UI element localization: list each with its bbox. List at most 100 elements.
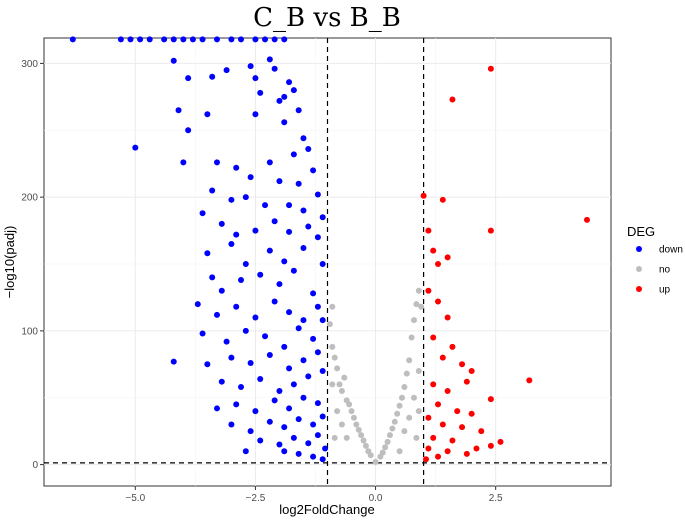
point-no: [382, 444, 389, 451]
point-no: [353, 421, 360, 428]
point-up: [497, 438, 504, 445]
point-no: [331, 354, 338, 361]
point-down: [319, 367, 326, 374]
point-down: [271, 218, 278, 225]
point-no: [350, 414, 357, 421]
point-down: [305, 223, 312, 230]
point-down: [228, 421, 235, 428]
point-up: [430, 247, 437, 254]
point-no: [394, 410, 401, 417]
point-up: [435, 401, 442, 408]
point-no: [401, 428, 408, 435]
point-no: [389, 425, 396, 432]
y-tick-label: 200: [21, 193, 38, 204]
point-up: [449, 437, 456, 444]
point-up: [454, 408, 461, 415]
y-tick-label: 100: [21, 326, 38, 337]
point-no: [384, 438, 391, 445]
point-up: [420, 192, 427, 199]
point-down: [305, 145, 312, 152]
point-down: [266, 247, 273, 254]
point-no: [334, 408, 341, 415]
point-down: [295, 325, 302, 332]
point-down: [117, 36, 124, 43]
point-up: [430, 434, 437, 441]
legend: DEG down no up: [627, 224, 683, 296]
point-no: [410, 394, 417, 401]
point-no: [329, 343, 336, 350]
point-down: [161, 36, 168, 43]
legend-key-down: [636, 246, 642, 252]
point-down: [194, 301, 201, 308]
point-up: [439, 421, 446, 428]
point-down: [281, 258, 288, 265]
point-down: [204, 250, 211, 257]
point-down: [170, 358, 177, 365]
point-down: [271, 65, 278, 72]
point-down: [238, 36, 245, 43]
point-down: [209, 73, 216, 80]
point-up: [444, 388, 451, 395]
point-down: [286, 228, 293, 235]
point-down: [180, 36, 187, 43]
point-up: [526, 377, 533, 384]
point-down: [252, 227, 259, 234]
point-down: [295, 450, 302, 457]
legend-key-no: [636, 266, 642, 272]
point-down: [199, 36, 206, 43]
point-down: [233, 303, 240, 310]
point-down: [290, 434, 297, 441]
point-down: [276, 97, 283, 104]
point-down: [319, 456, 326, 463]
point-down: [185, 127, 192, 134]
point-no: [406, 357, 413, 364]
point-down: [286, 365, 293, 372]
point-down: [266, 159, 273, 166]
point-down: [314, 432, 321, 439]
point-down: [290, 267, 297, 274]
point-up: [583, 216, 590, 223]
point-no: [418, 303, 425, 310]
point-down: [276, 388, 283, 395]
point-down: [252, 36, 259, 43]
point-up: [444, 448, 451, 455]
point-down: [310, 167, 317, 174]
point-down: [252, 75, 259, 82]
point-down: [310, 290, 317, 297]
point-up: [487, 65, 494, 72]
point-down: [204, 361, 211, 368]
point-no: [358, 432, 365, 439]
point-down: [228, 354, 235, 361]
y-axis-ticks: 0 100 200 300: [21, 59, 44, 471]
point-down: [247, 428, 254, 435]
point-down: [213, 311, 220, 318]
point-down: [247, 359, 254, 366]
point-down: [69, 36, 76, 43]
point-no: [415, 367, 422, 374]
point-no: [336, 381, 343, 388]
point-down: [295, 416, 302, 423]
point-down: [281, 36, 288, 43]
point-up: [425, 287, 432, 294]
point-down: [276, 441, 283, 448]
point-down: [262, 333, 269, 340]
point-down: [242, 194, 249, 201]
point-down: [319, 261, 326, 268]
point-down: [228, 36, 235, 43]
point-down: [185, 75, 192, 82]
point-down: [290, 151, 297, 158]
point-down: [262, 36, 269, 43]
point-down: [314, 191, 321, 198]
point-up: [473, 445, 480, 452]
point-down: [300, 207, 307, 214]
point-up: [463, 378, 470, 385]
legend-label-up: up: [659, 285, 671, 296]
point-down: [247, 174, 254, 181]
y-tick-label: 300: [21, 59, 38, 70]
point-up: [459, 361, 466, 368]
point-up: [487, 227, 494, 234]
point-down: [266, 56, 273, 63]
chart-title: C_B vs B_B: [253, 3, 401, 33]
point-no: [329, 381, 336, 388]
point-no: [365, 448, 372, 455]
